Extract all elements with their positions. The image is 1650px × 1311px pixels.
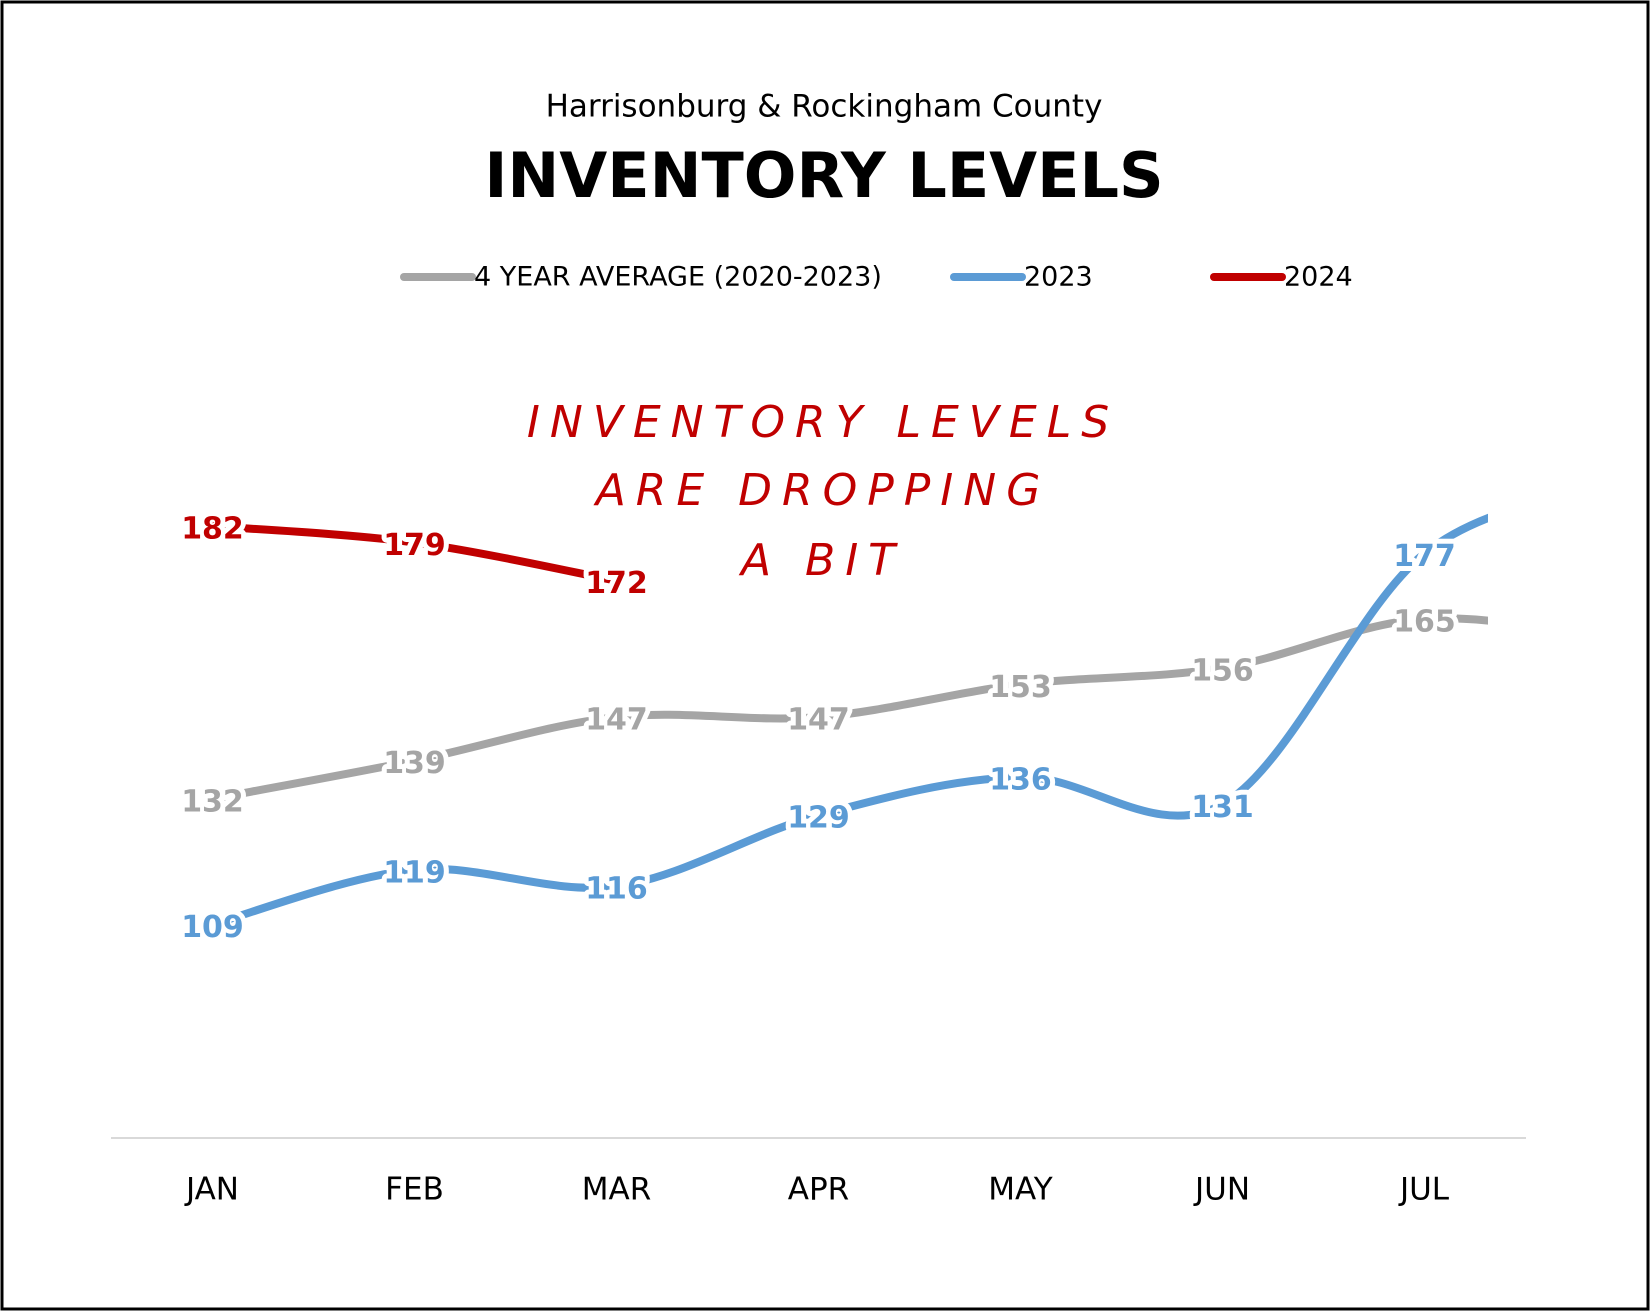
- data-label: 131: [1191, 790, 1254, 825]
- data-label: 136: [989, 763, 1052, 798]
- data-label: 147: [787, 703, 850, 738]
- data-label: 119: [383, 855, 446, 890]
- data-label: 177: [1393, 539, 1456, 574]
- series-line: [211, 614, 1488, 803]
- annotation-text: ARE DROPPING: [593, 465, 1051, 516]
- x-tick-label: JAN: [184, 1172, 239, 1208]
- data-label: 129: [787, 801, 850, 836]
- data-label: 116: [585, 872, 648, 907]
- legend-label: 4 YEAR AVERAGE (2020-2023): [474, 262, 882, 293]
- plot: [211, 513, 1488, 929]
- annotation-text: A BIT: [738, 535, 905, 586]
- annotation: INVENTORY LEVELS ARE DROPPING A BIT: [527, 397, 1119, 586]
- x-tick-label: FEB: [385, 1172, 444, 1208]
- annotation-text: INVENTORY LEVELS: [527, 397, 1119, 448]
- x-tick-label: MAR: [582, 1172, 652, 1208]
- data-label: 132: [181, 784, 244, 819]
- x-tick-label: JUN: [1193, 1172, 1250, 1208]
- data-label: 153: [989, 670, 1052, 705]
- data-label: 172: [585, 566, 648, 601]
- data-label: 179: [383, 528, 446, 563]
- data-label: 165: [1393, 604, 1456, 639]
- data-label: 182: [181, 512, 244, 547]
- x-tick-label: JUL: [1398, 1172, 1450, 1208]
- x-tick-label: APR: [788, 1172, 849, 1208]
- data-label: 147: [585, 703, 648, 738]
- legend: 4 YEAR AVERAGE (2020-2023) 2023 2024: [400, 262, 1353, 293]
- data-label: 156: [1191, 653, 1254, 688]
- x-tick-label: MAY: [988, 1172, 1053, 1208]
- series-line: [211, 513, 1488, 929]
- chart-title: INVENTORY LEVELS: [484, 139, 1163, 212]
- legend-label: 2024: [1284, 262, 1353, 293]
- data-label: 109: [181, 910, 244, 945]
- data-label: 139: [383, 746, 446, 781]
- legend-label: 2023: [1024, 262, 1093, 293]
- data-labels: 132 139 147 147 153 156 165 109 119 116 129 136 131 1…: [176, 507, 1461, 950]
- series-line: [212, 522, 618, 585]
- chart-subtitle: Harrisonburg & Rockingham County: [546, 89, 1103, 125]
